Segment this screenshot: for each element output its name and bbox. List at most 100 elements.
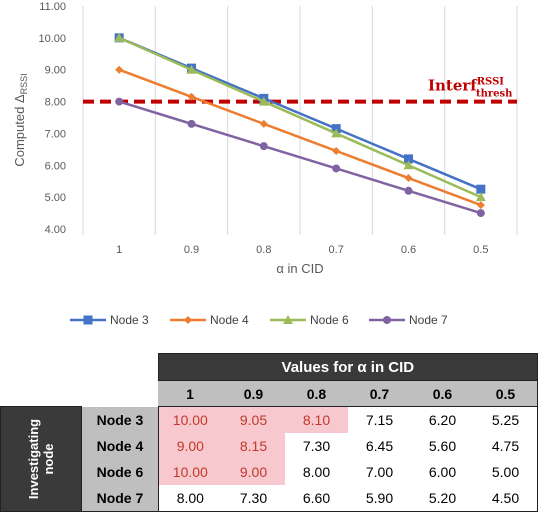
data-point xyxy=(184,316,192,324)
data-point xyxy=(404,186,413,195)
table-corner-2 xyxy=(0,380,159,407)
node-row-label: Node 6 xyxy=(81,459,159,485)
data-point xyxy=(258,96,269,106)
alpha-column-header: 0.9 xyxy=(221,380,285,407)
x-axis-title: α in CID xyxy=(276,261,323,276)
table-cell: 7.30 xyxy=(284,433,348,459)
legend-label: Node 7 xyxy=(409,313,448,327)
table-cell: 7.15 xyxy=(347,406,411,433)
table-cell: 5.00 xyxy=(473,459,538,485)
data-point xyxy=(259,142,268,151)
data-point xyxy=(383,316,391,324)
alpha-column-header: 0.5 xyxy=(473,380,538,407)
table-cell: 8.15 xyxy=(221,433,285,459)
investigating-node-label: Investigating node xyxy=(0,406,83,512)
legend-item: Node 4 xyxy=(170,313,249,327)
y-tick-labels: 4.00 5.00 6.00 7.00 8.00 9.00 10.00 11.00 xyxy=(38,1,66,236)
table-cell: 5.90 xyxy=(347,485,411,512)
data-point xyxy=(403,160,414,170)
y-tick-label: 10.00 xyxy=(38,33,66,45)
y-tick-label: 7.00 xyxy=(45,128,66,140)
series-node-4 xyxy=(115,65,485,210)
legend-label: Node 4 xyxy=(210,313,249,327)
data-point xyxy=(475,192,486,202)
table-cell: 7.00 xyxy=(347,459,411,485)
x-tick-label: 0.8 xyxy=(256,244,271,256)
table-cell: 6.00 xyxy=(410,459,474,485)
table-cell: 5.60 xyxy=(410,433,474,459)
series-line xyxy=(118,36,482,199)
table-cell: 6.60 xyxy=(284,485,348,512)
table-corner xyxy=(0,353,159,381)
table-cell: 5.25 xyxy=(473,406,538,433)
y-tick-label: 6.00 xyxy=(45,160,66,172)
x-tick-label: 1 xyxy=(116,244,122,256)
table-cell: 8.00 xyxy=(158,485,222,512)
data-point xyxy=(332,146,341,155)
table-cell: 4.75 xyxy=(473,433,538,459)
data-point xyxy=(187,119,196,128)
data-point xyxy=(404,174,413,183)
y-tick-label: 8.00 xyxy=(45,97,66,109)
alpha-column-header: 0.7 xyxy=(347,380,411,407)
table-cell: 9.00 xyxy=(158,433,222,459)
line-chart: 4.00 5.00 6.00 7.00 8.00 9.00 10.00 11.00 1 0.9 0… xyxy=(12,1,518,327)
data-point xyxy=(186,64,197,74)
table-cell: 10.00 xyxy=(158,459,222,485)
legend-item: Node 3 xyxy=(70,313,149,327)
table-cell: 9.05 xyxy=(221,406,285,433)
node-row-label: Node 3 xyxy=(81,406,159,433)
series-node-6 xyxy=(114,32,486,202)
table-cell: 7.30 xyxy=(221,485,285,512)
data-point xyxy=(114,32,125,42)
data-point xyxy=(283,315,293,324)
data-point xyxy=(476,184,486,194)
table-cell: 5.20 xyxy=(410,485,474,512)
series-group xyxy=(114,32,486,218)
threshold-label: InterfRSSI thresh xyxy=(428,77,513,100)
table-cell: 9.00 xyxy=(221,459,285,485)
y-axis-title: Computed ΔRSSI xyxy=(12,73,29,166)
alpha-values-table: Values for α in CID 1 0.9 0.8 0.7 0.6 0.5 Inv… xyxy=(0,353,538,512)
y-tick-label: 4.00 xyxy=(45,224,66,236)
x-tick-label: 0.5 xyxy=(473,244,488,256)
series-node-7 xyxy=(115,97,485,218)
alpha-column-header: 1 xyxy=(158,380,222,407)
data-point xyxy=(115,97,124,106)
table-cell: 6.20 xyxy=(410,406,474,433)
table-header-title: Values for α in CID xyxy=(157,353,538,381)
x-tick-label: 0.6 xyxy=(401,244,416,256)
data-point xyxy=(259,119,268,128)
x-tick-labels: 1 0.9 0.8 0.7 0.6 0.5 xyxy=(116,244,488,256)
chart-grid xyxy=(82,6,518,235)
table-cell: 6.45 xyxy=(347,433,411,459)
series-line xyxy=(118,100,482,215)
data-point xyxy=(331,128,342,138)
data-point xyxy=(187,92,196,101)
alpha-values-table-container: Values for α in CID 1 0.9 0.8 0.7 0.6 0.5 Inv… xyxy=(0,353,538,512)
table-cell: 8.10 xyxy=(284,406,348,433)
node-row-label: Node 4 xyxy=(81,433,159,459)
chart-legend: Node 3 Node 4 Node 6 Node 7 xyxy=(70,313,448,327)
series-line xyxy=(118,68,482,207)
data-point xyxy=(332,164,341,173)
alpha-column-header: 0.6 xyxy=(410,380,474,407)
data-point xyxy=(476,201,485,210)
y-tick-label: 11.00 xyxy=(39,1,66,13)
data-point xyxy=(404,154,413,164)
alpha-column-header: 0.8 xyxy=(284,380,348,407)
data-point xyxy=(476,209,485,218)
data-point xyxy=(115,65,124,74)
x-tick-label: 0.7 xyxy=(329,244,344,256)
y-tick-label: 9.00 xyxy=(45,65,66,77)
table-cell: 10.00 xyxy=(158,406,222,433)
legend-label: Node 3 xyxy=(110,313,149,327)
legend-item: Node 6 xyxy=(270,313,349,327)
node-row-label: Node 7 xyxy=(81,485,159,512)
table-cell: 8.00 xyxy=(284,459,348,485)
x-tick-label: 0.9 xyxy=(184,244,199,256)
data-point xyxy=(83,315,93,325)
table-cell: 4.50 xyxy=(473,485,538,512)
legend-label: Node 6 xyxy=(310,313,349,327)
legend-item: Node 7 xyxy=(369,313,448,327)
